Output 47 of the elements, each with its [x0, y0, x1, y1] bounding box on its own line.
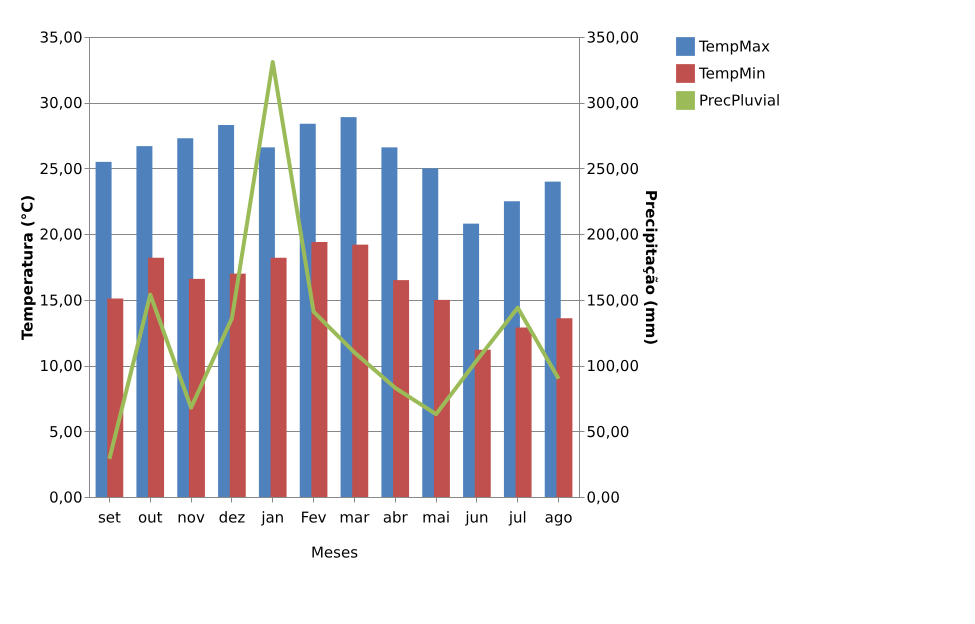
- y2-tick-label: 200,00: [586, 226, 639, 244]
- bar: [474, 350, 491, 497]
- y-tick-label: 0,00: [49, 488, 82, 506]
- y-tick-label: 20,00: [40, 226, 82, 244]
- y-axis-title: Temperatura (°C): [18, 194, 37, 340]
- y2-tick-label: 350,00: [586, 28, 639, 46]
- bar: [107, 298, 124, 497]
- x-tick-label: mai: [422, 508, 450, 526]
- x-tick-label: mar: [339, 508, 370, 526]
- x-tick-label: jul: [508, 508, 527, 526]
- x-axis-title: Meses: [310, 544, 358, 562]
- y2-tick-label: 0,00: [586, 488, 620, 506]
- y2-tick-label: 250,00: [586, 160, 639, 178]
- bar: [188, 278, 205, 497]
- bar: [393, 280, 410, 497]
- bar: [311, 242, 328, 497]
- bar: [434, 300, 450, 497]
- bar: [270, 258, 287, 497]
- line-series: [107, 60, 561, 461]
- y2-axis-title: Precipitação (mm): [642, 190, 660, 346]
- x-tick-label: jun: [464, 508, 489, 526]
- bar: [148, 258, 164, 497]
- x-tick-label: out: [138, 508, 163, 526]
- y2-tick-label: 150,00: [586, 291, 639, 310]
- bar: [516, 327, 532, 497]
- y-tick-label: 10,00: [40, 357, 82, 376]
- legend-label: TempMax: [698, 38, 770, 56]
- x-tick-label: set: [98, 508, 121, 526]
- bar: [556, 318, 572, 497]
- bar: [352, 244, 368, 497]
- legend-label: PrecPluvial: [699, 92, 780, 110]
- bar: [230, 274, 246, 497]
- y-tick-label: 25,00: [40, 160, 82, 178]
- x-tick-label: Fev: [300, 508, 327, 526]
- x-tick-label: nov: [177, 508, 205, 526]
- x-tick-label: dez: [218, 508, 246, 526]
- x-tick-label: ago: [544, 508, 573, 526]
- y-tick-label: 35,00: [40, 28, 82, 46]
- legend-label: TempMin: [698, 64, 766, 82]
- x-tick-label: abr: [382, 508, 409, 526]
- y-tick-label: 30,00: [40, 94, 82, 112]
- x-tick-label: jan: [260, 508, 284, 526]
- y2-tick-label: 300,00: [586, 94, 639, 112]
- y-tick-label: 5,00: [49, 422, 82, 441]
- y-tick-label: 15,00: [40, 291, 82, 310]
- y2-tick-label: 50,00: [586, 422, 630, 441]
- y2-tick-label: 100,00: [586, 357, 639, 376]
